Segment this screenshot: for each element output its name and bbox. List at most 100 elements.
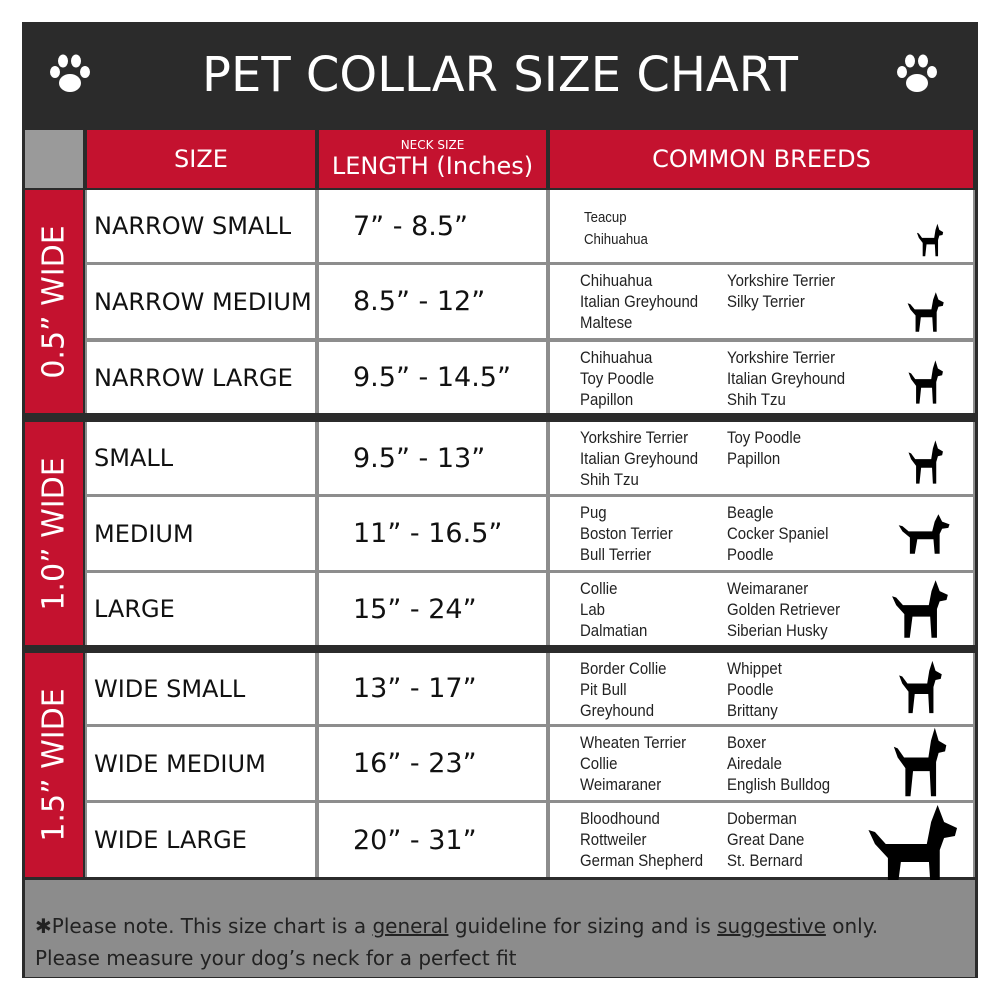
breeds-column-1: Chihuahua Italian Greyhound Maltese [580, 270, 698, 333]
breed-name: Toy Poodle [580, 369, 655, 388]
breed-name: Wheaten Terrier [580, 733, 687, 752]
size-cell: SMALL [87, 422, 315, 494]
breeds-column-2: Weimaraner Golden Retriever Siberian Husky [727, 578, 840, 641]
pitbull-silhouette-icon [893, 727, 947, 797]
breed-name: Chihuahua [584, 231, 648, 248]
breed-name: Yorkshire Terrier [727, 348, 836, 367]
size-cell: NARROW LARGE [87, 342, 315, 413]
breed-name: Great Dane [727, 830, 805, 849]
group-label: 1.5” WIDE [25, 653, 83, 877]
breed-name: Pit Bull [580, 680, 627, 699]
breeds-column-1: Wheaten Terrier Collie Weimaraner [580, 732, 686, 795]
length-cell: 9.5” - 13” [319, 422, 546, 494]
size-cell: NARROW MEDIUM [87, 265, 315, 338]
breed-name: Siberian Husky [727, 621, 828, 640]
breed-name: Golden Retriever [727, 600, 841, 619]
breed-name: Shih Tzu [580, 470, 639, 489]
breed-name: Shih Tzu [727, 390, 786, 409]
breed-name: Chihuahua [580, 271, 653, 290]
breed-name: Weimaraner [727, 579, 809, 598]
breed-name: Border Collie [580, 659, 667, 678]
group-label-text: 0.5” WIDE [36, 224, 72, 379]
pomeranian-silhouette-icon [908, 360, 943, 404]
breed-name: Collie [580, 579, 618, 598]
breeds-cell [550, 342, 973, 413]
note-text: guideline for sizing and is [448, 914, 718, 938]
breed-name: Chihuahua [580, 348, 653, 367]
note-suggestive: suggestive [717, 914, 826, 938]
paw-print-icon [897, 54, 937, 92]
breed-name: Weimaraner [580, 775, 662, 794]
breed-name: Toy Poodle [727, 428, 802, 447]
breed-name: Pug [580, 503, 607, 522]
breed-name: Lab [580, 600, 605, 619]
breeds-column-1: Border Collie Pit Bull Greyhound [580, 658, 666, 721]
note-line2: Please measure your dog’s neck for a per… [35, 946, 517, 970]
breeds-column-2: Yorkshire Terrier Silky Terrier [727, 270, 835, 312]
breeds-column-1: Pug Boston Terrier Bull Terrier [580, 502, 673, 565]
dachshund-silhouette-icon [898, 514, 950, 554]
group-label: 1.0” WIDE [25, 422, 83, 645]
note-text: only. [825, 914, 879, 938]
breed-name: Rottweiler [580, 830, 647, 849]
size-cell: WIDE MEDIUM [87, 727, 315, 800]
group-label-text: 1.0” WIDE [36, 456, 72, 611]
breed-name: Bloodhound [580, 809, 660, 828]
breeds-column-1: Teacup Chihuahua [584, 207, 648, 251]
length-cell: 20” - 31” [319, 803, 546, 877]
breed-name: Poodle [727, 680, 774, 699]
note-general: general [372, 914, 449, 938]
breeds-column-2: Whippet Poodle Brittany [727, 658, 782, 721]
breed-name: Poodle [727, 545, 774, 564]
breed-name: Teacup [584, 209, 627, 226]
breeds-column-1: Collie Lab Dalmatian [580, 578, 647, 641]
breeds-column-1: Bloodhound Rottweiler German Shepherd [580, 808, 703, 871]
breeds-column-1: Chihuahua Toy Poodle Papillon [580, 347, 654, 410]
breeds-cell [550, 497, 973, 570]
header-size: SIZE [87, 130, 315, 188]
paw-print-icon [50, 54, 90, 92]
chihuahua-silhouette-icon [907, 292, 944, 332]
footer-note: ✱Please note. This size chart is a gener… [25, 880, 975, 977]
note-text: ✱Please note. This size chart is a [35, 914, 373, 938]
breeds-cell [550, 190, 973, 262]
length-cell: 15” - 24” [319, 573, 546, 645]
breed-name: Italian Greyhound [580, 292, 699, 311]
size-cell: MEDIUM [87, 497, 315, 570]
breeds-column-2: Boxer Airedale English Bulldog [727, 732, 830, 795]
length-cell: 9.5” - 14.5” [319, 342, 546, 413]
breed-name: Bull Terrier [580, 545, 652, 564]
breed-name: Boston Terrier [580, 524, 673, 543]
header-neck-size: NECK SIZE [400, 138, 465, 152]
breeds-column-2: Beagle Cocker Spaniel Poodle [727, 502, 828, 565]
group-label-text: 1.5” WIDE [36, 688, 72, 842]
group-label: 0.5” WIDE [25, 190, 83, 413]
breed-name: Collie [580, 754, 618, 773]
size-cell: WIDE SMALL [87, 653, 315, 724]
breed-name: Italian Greyhound [580, 449, 699, 468]
doberman-silhouette-icon [868, 805, 958, 895]
breed-name: Dalmatian [580, 621, 648, 640]
breeds-column-1: Yorkshire Terrier Italian Greyhound Shih T… [580, 427, 698, 490]
breed-name: Greyhound [580, 701, 655, 720]
breed-name: Yorkshire Terrier [727, 271, 836, 290]
size-cell: NARROW SMALL [87, 190, 315, 262]
breed-name: Airedale [727, 754, 782, 773]
breed-name: Doberman [727, 809, 797, 828]
length-cell: 13” - 17” [319, 653, 546, 724]
breed-name: Whippet [727, 659, 782, 678]
header-breeds: COMMON BREEDS [550, 130, 973, 188]
breed-name: Maltese [580, 313, 633, 332]
breed-name: Brittany [727, 701, 778, 720]
breed-name: Italian Greyhound [727, 369, 846, 388]
breed-name: Papillon [580, 390, 634, 409]
breed-name: Boxer [727, 733, 767, 752]
header-length: NECK SIZE LENGTH (Inches) [319, 130, 546, 188]
breeds-cell [550, 422, 973, 494]
pomeranian-silhouette-icon [908, 440, 943, 484]
breeds-cell [550, 265, 973, 338]
length-cell: 8.5” - 12” [319, 265, 546, 338]
breed-name: Beagle [727, 503, 774, 522]
length-cell: 16” - 23” [319, 727, 546, 800]
size-cell: WIDE LARGE [87, 803, 315, 877]
